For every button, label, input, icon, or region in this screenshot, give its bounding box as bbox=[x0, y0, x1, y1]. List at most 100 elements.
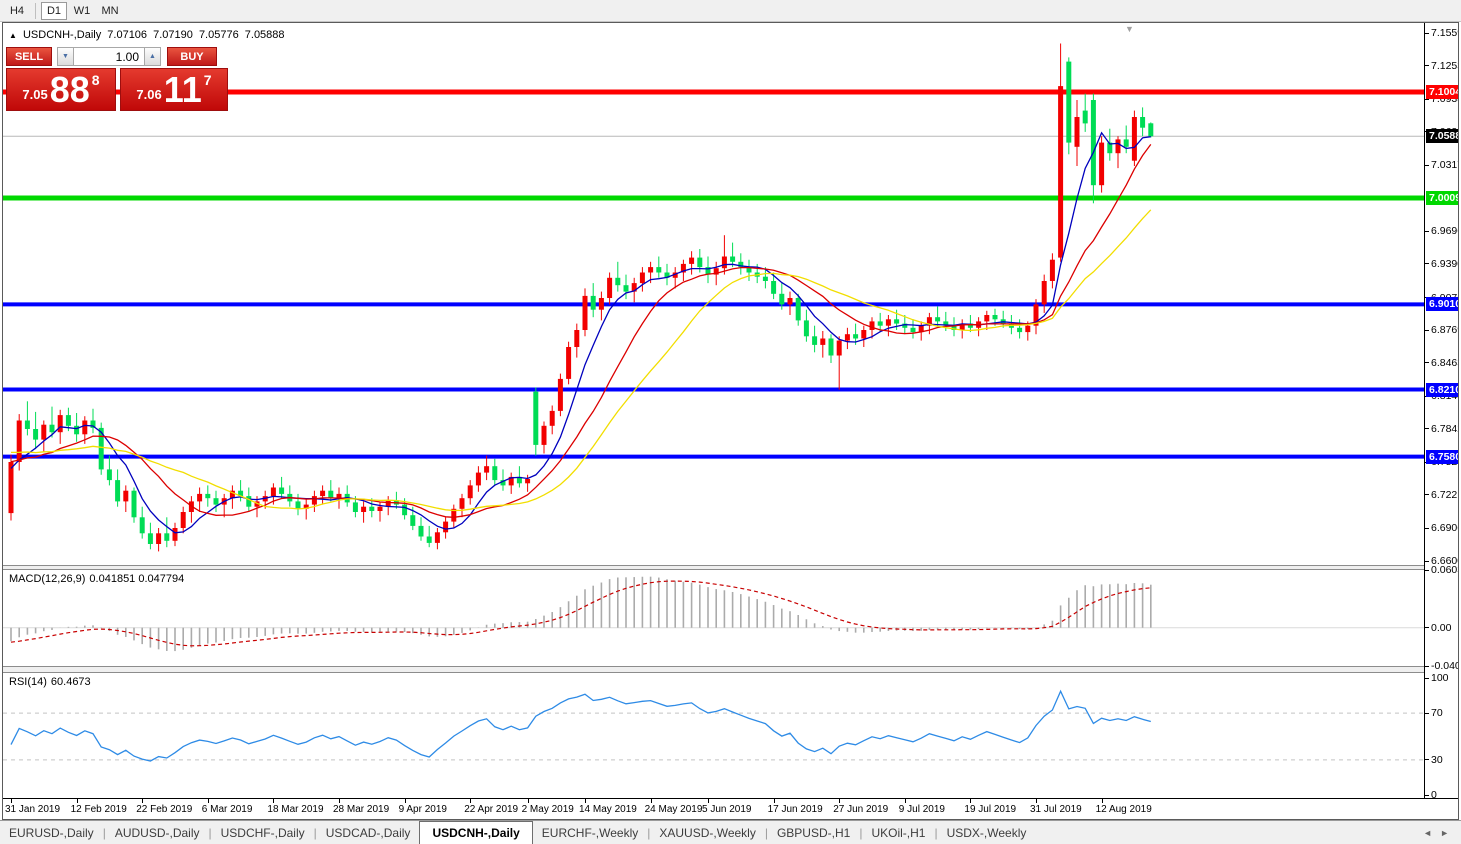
candle-body bbox=[549, 410, 555, 426]
candle-body bbox=[1033, 304, 1039, 326]
volume-decrease-button[interactable]: ▼ bbox=[57, 47, 74, 66]
tab-scroll-left-icon[interactable]: ◄ bbox=[1423, 827, 1433, 838]
candle-body bbox=[90, 420, 96, 428]
timeframe-toolbar: H4 D1 W1 MN bbox=[0, 0, 1461, 22]
price-tick: 6.69060 bbox=[1425, 522, 1458, 534]
price-axis[interactable]: 7.155907.125307.093807.063307.031706.969… bbox=[1424, 23, 1458, 801]
buy-price-big: 11 bbox=[163, 68, 202, 110]
candle-body bbox=[205, 493, 211, 499]
level-badge-7.00092: 7.00092 bbox=[1426, 191, 1458, 205]
candle-body bbox=[910, 327, 916, 333]
buy-price-pip: 7 bbox=[203, 72, 212, 88]
ma-slow-line bbox=[10, 209, 1152, 512]
timeframe-button-h4[interactable]: H4 bbox=[9, 4, 25, 17]
candle-body bbox=[557, 378, 563, 411]
chart-tab-usdchf-daily[interactable]: USDCHF-,Daily bbox=[220, 825, 305, 840]
candle-body bbox=[582, 295, 588, 330]
date-tick-label: 5 Jun 2019 bbox=[702, 804, 752, 815]
chart-window[interactable]: ▲ USDCNH-,Daily 7.07106 7.07190 7.05776 … bbox=[2, 22, 1459, 820]
timeframe-button-w1[interactable]: W1 bbox=[73, 4, 91, 17]
candle-body bbox=[713, 268, 719, 275]
candle-body bbox=[24, 420, 30, 429]
candle-body bbox=[1099, 142, 1105, 186]
price-tick: 6.66000 bbox=[1425, 555, 1458, 567]
chart-tab-usdcnh-daily[interactable]: USDCNH-,Daily bbox=[419, 821, 533, 844]
pane-splitter[interactable] bbox=[3, 667, 1458, 672]
level-badge-6.90100: 6.90100 bbox=[1426, 297, 1458, 312]
timeframe-button-mn[interactable]: MN bbox=[101, 4, 119, 17]
symbol-title: USDCNH-,Daily bbox=[22, 29, 102, 41]
rsi-indicator-pane[interactable] bbox=[3, 673, 1424, 797]
candle-body bbox=[484, 466, 490, 473]
sell-button[interactable]: SELL bbox=[6, 47, 52, 66]
pane-splitter[interactable] bbox=[3, 566, 1458, 569]
volume-increase-button[interactable]: ▲ bbox=[144, 47, 161, 66]
pane-separator[interactable] bbox=[3, 569, 1458, 570]
chart-tab-eurchf-weekly[interactable]: EURCHF-,Weekly bbox=[541, 825, 639, 840]
time-axis-line bbox=[3, 798, 1458, 799]
date-tick-mark bbox=[970, 799, 972, 803]
date-tick-label: 17 Jun 2019 bbox=[767, 804, 823, 815]
price-chart-pane[interactable] bbox=[3, 23, 1424, 565]
candle-body bbox=[443, 521, 449, 533]
candle-body bbox=[279, 487, 285, 494]
chart-tab-usdx-weekly[interactable]: USDX-,Weekly bbox=[946, 825, 1027, 840]
candle-body bbox=[803, 320, 809, 337]
chart-shift-marker-icon[interactable]: ▼ bbox=[1125, 24, 1134, 34]
pane-separator[interactable] bbox=[3, 666, 1458, 667]
candle-body bbox=[951, 325, 957, 330]
tab-scroll-right-icon[interactable]: ► bbox=[1440, 827, 1449, 838]
candle-body bbox=[1090, 100, 1096, 186]
candle-body bbox=[320, 490, 326, 497]
candle-body bbox=[680, 263, 686, 273]
candle-body bbox=[139, 517, 145, 534]
chart-tab-usdcad-daily[interactable]: USDCAD-,Daily bbox=[325, 825, 411, 840]
candle-body bbox=[730, 256, 736, 262]
candle-body bbox=[106, 469, 112, 481]
price-tick: 7.03170 bbox=[1425, 159, 1458, 171]
candle-body bbox=[697, 257, 703, 268]
candle-body bbox=[525, 479, 531, 484]
candle-body bbox=[352, 502, 358, 512]
volume-input[interactable] bbox=[74, 47, 144, 66]
price-tick: 6.93900 bbox=[1425, 258, 1458, 270]
chart-tab-gbpusd-h1[interactable]: GBPUSD-,H1 bbox=[776, 825, 851, 840]
pane-separator[interactable] bbox=[3, 565, 1458, 566]
collapse-arrow-icon[interactable]: ▲ bbox=[9, 31, 17, 40]
candle-body bbox=[229, 490, 235, 499]
candle-body bbox=[328, 490, 334, 499]
candle-body bbox=[672, 272, 678, 278]
chart-tab-xauusd-weekly[interactable]: XAUUSD-,Weekly bbox=[659, 825, 756, 840]
candle-body bbox=[246, 496, 252, 507]
chart-tab-eurusd-daily[interactable]: EURUSD-,Daily bbox=[9, 825, 94, 840]
candle-body bbox=[434, 532, 440, 543]
timeframe-button-d1[interactable]: D1 bbox=[41, 1, 67, 20]
candle-body bbox=[336, 493, 342, 499]
rsi-tick: 0 bbox=[1425, 789, 1437, 801]
date-tick-label: 12 Feb 2019 bbox=[70, 804, 127, 815]
date-tick-label: 9 Apr 2019 bbox=[398, 804, 447, 815]
candle-body bbox=[689, 257, 695, 264]
time-axis[interactable]: 31 Jan 2019 12 Feb 2019 22 Feb 2019 6 Mar 2… bbox=[3, 799, 1424, 819]
chart-tab-ukoil-h1[interactable]: UKOil-,H1 bbox=[871, 825, 926, 840]
sell-price-big: 88 bbox=[49, 68, 90, 110]
candle-body bbox=[598, 298, 604, 310]
candle-body bbox=[492, 466, 498, 481]
candle-body bbox=[82, 420, 88, 435]
candle-body bbox=[467, 485, 473, 499]
date-tick-label: 9 Jul 2019 bbox=[898, 804, 945, 815]
candle-body bbox=[861, 330, 867, 339]
buy-price-prefix: 7.06 bbox=[136, 87, 162, 102]
candle-body bbox=[869, 321, 875, 330]
macd-indicator-pane[interactable] bbox=[3, 570, 1424, 666]
tab-separator: | bbox=[208, 825, 212, 840]
candle-body bbox=[254, 501, 260, 507]
buy-price-box[interactable]: 7.06 11 7 bbox=[120, 68, 228, 111]
date-tick-mark bbox=[76, 799, 78, 803]
pane-separator[interactable] bbox=[3, 672, 1458, 673]
sell-price-box[interactable]: 7.05 88 8 bbox=[6, 68, 116, 111]
chart-tab-audusd-daily[interactable]: AUDUSD-,Daily bbox=[114, 825, 200, 840]
date-tick-label: 19 Jul 2019 bbox=[964, 804, 1017, 815]
buy-button[interactable]: BUY bbox=[167, 47, 217, 66]
candle-body bbox=[746, 267, 752, 273]
